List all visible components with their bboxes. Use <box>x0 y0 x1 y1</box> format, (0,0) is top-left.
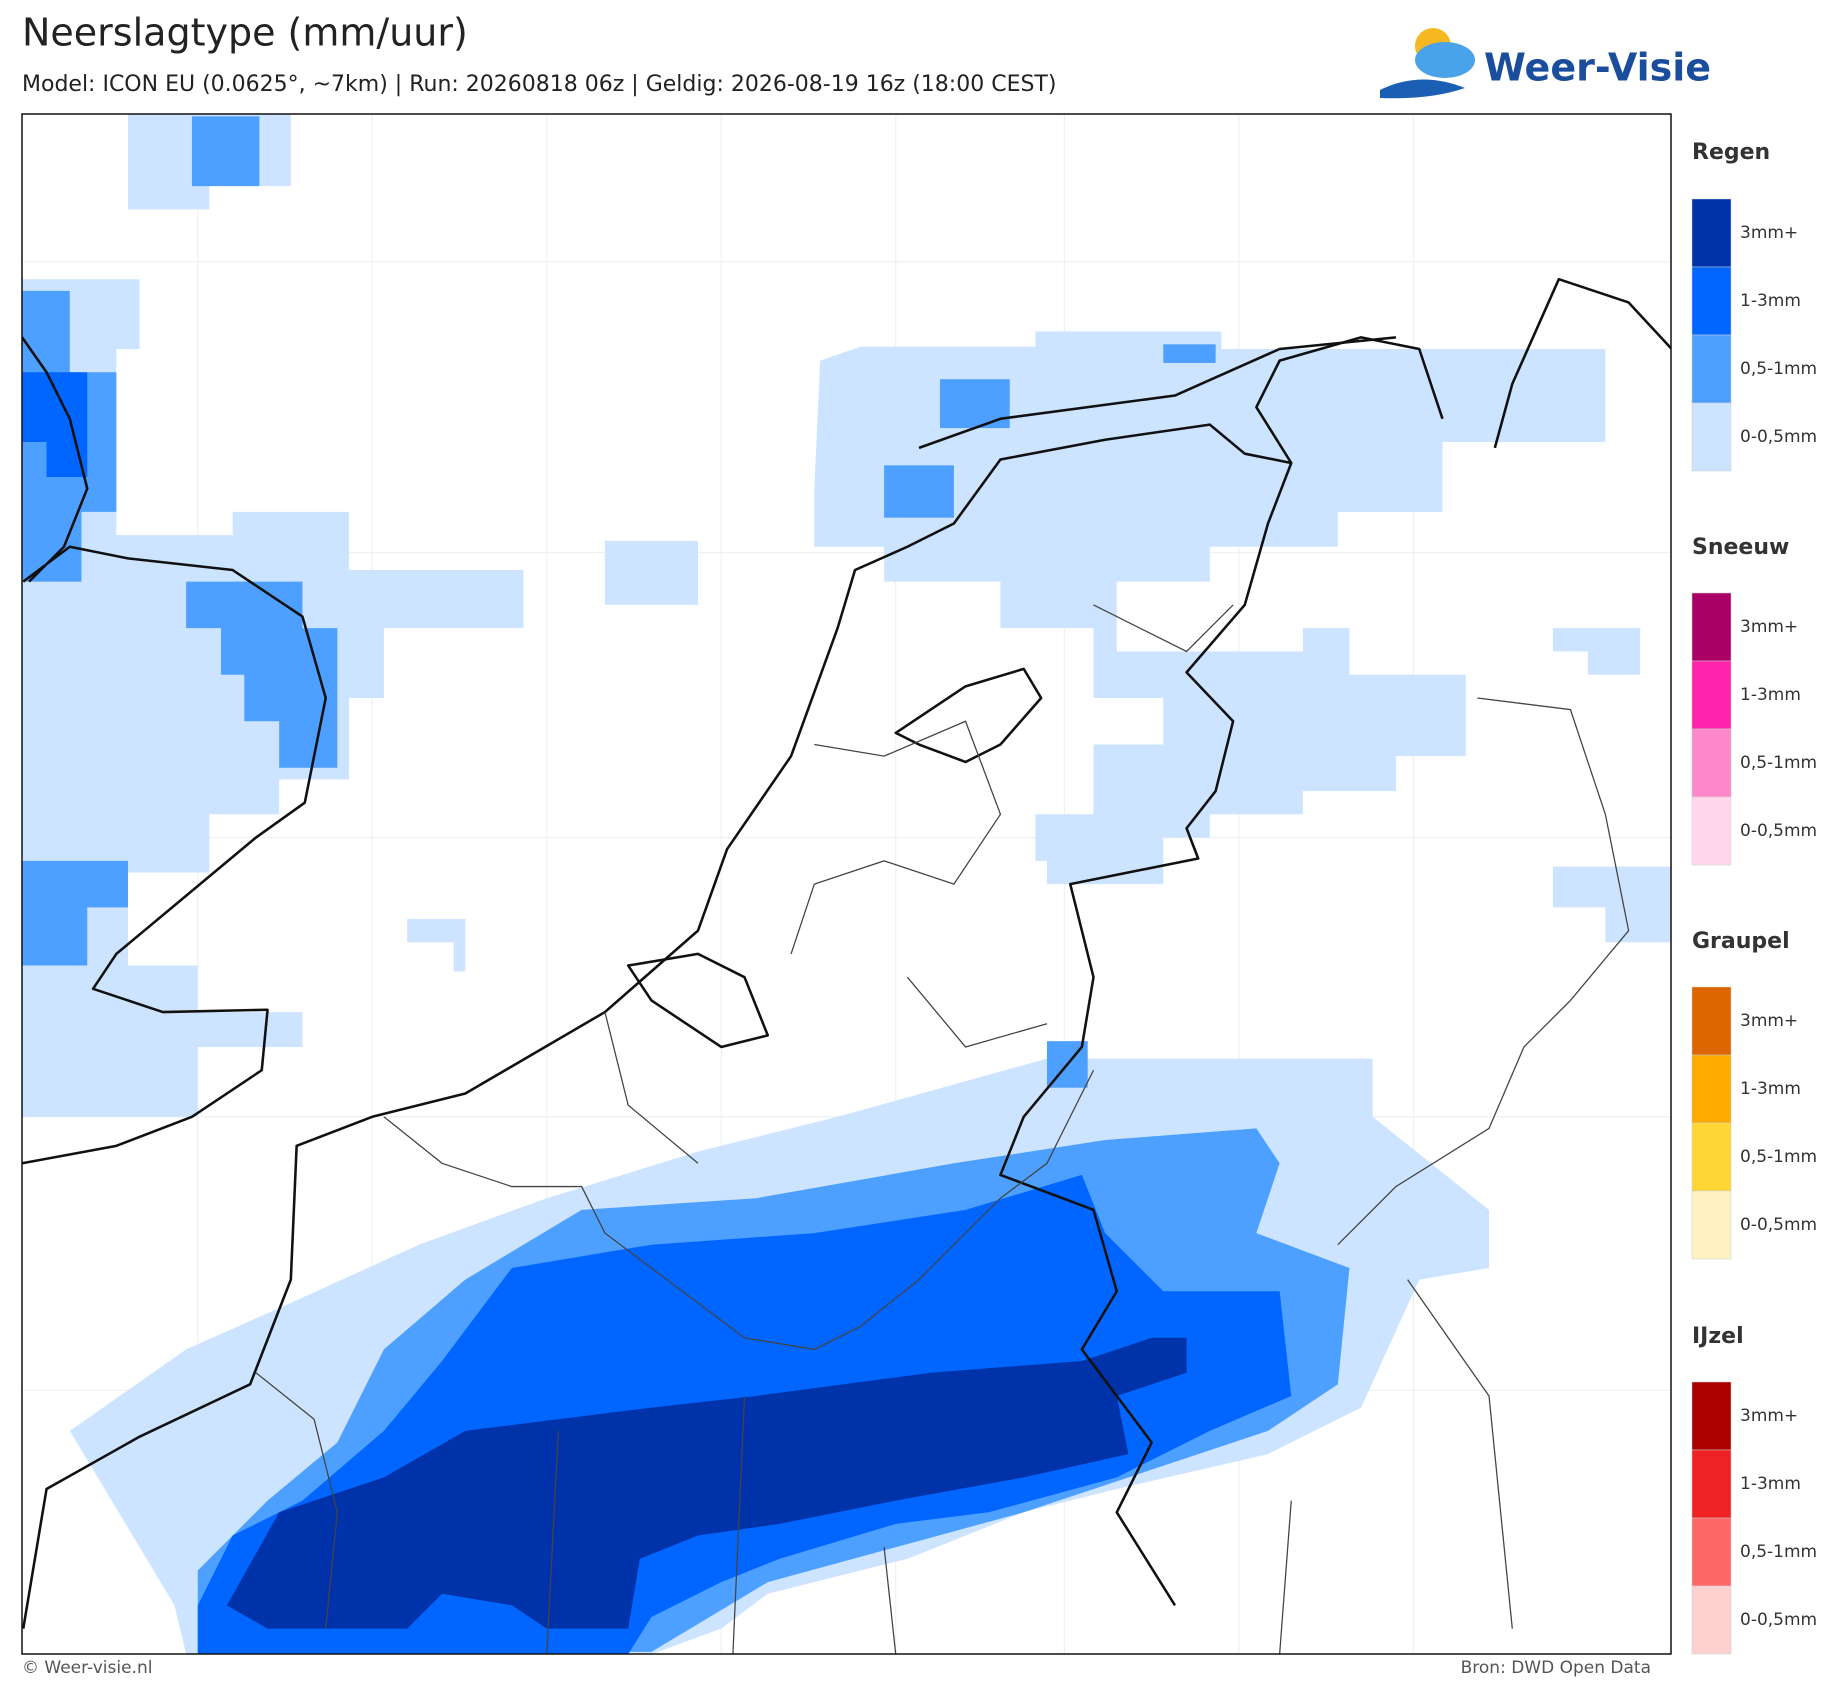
title: Neerslagtype (mm/uur) <box>22 11 468 55</box>
footer-source: Bron: DWD Open Data <box>1461 1658 1651 1678</box>
legend-swatch <box>1691 660 1732 730</box>
legend-label: 3mm+ <box>1740 223 1798 243</box>
legend-swatch <box>1691 402 1732 472</box>
legend-label: 0,5-1mm <box>1740 1147 1817 1167</box>
legend-swatch <box>1691 1054 1732 1124</box>
legend-label: 0-0,5mm <box>1740 427 1817 447</box>
legend-label: 1-3mm <box>1740 685 1801 705</box>
legend-swatch <box>1691 1517 1732 1587</box>
legend-swatch <box>1691 592 1732 662</box>
map <box>22 114 1671 1654</box>
legend-label: 1-3mm <box>1740 1079 1801 1099</box>
legend-group-title: Regen <box>1692 140 1770 165</box>
legend-swatch <box>1691 1190 1732 1260</box>
legend-swatch <box>1691 796 1732 866</box>
legend-swatch <box>1691 1585 1732 1655</box>
subtitle: Model: ICON EU (0.0625°, ~7km) | Run: 20… <box>22 72 1056 97</box>
legend-label: 0-0,5mm <box>1740 1610 1817 1630</box>
legend-swatch <box>1691 728 1732 798</box>
legend-label: 0,5-1mm <box>1740 359 1817 379</box>
precipitation <box>22 114 1671 1654</box>
legend-swatch <box>1691 198 1732 268</box>
legend-label: 0,5-1mm <box>1740 1542 1817 1562</box>
legend-label: 0-0,5mm <box>1740 1215 1817 1235</box>
coastlines <box>22 277 1671 1629</box>
legend-label: 3mm+ <box>1740 617 1798 637</box>
legend-swatch <box>1691 266 1732 336</box>
legend-label: 0-0,5mm <box>1740 821 1817 841</box>
footer-credit: © Weer-visie.nl <box>22 1658 152 1678</box>
map-frame <box>21 113 1672 1655</box>
legend-group-title: Sneeuw <box>1692 535 1789 560</box>
legend-label: 3mm+ <box>1740 1011 1798 1031</box>
borders <box>255 604 1630 1654</box>
legend-swatch <box>1691 1381 1732 1451</box>
legend-label: 3mm+ <box>1740 1406 1798 1426</box>
logo-text: Weer-Visie <box>1484 46 1711 90</box>
legend-swatch <box>1691 986 1732 1056</box>
legend: Regen 3mm+ 1-3mm 0,5-1mm 0-0,5mm Sneeuw 3mm+ 1-… <box>1691 140 1817 1655</box>
legend-label: 0,5-1mm <box>1740 753 1817 773</box>
legend-label: 1-3mm <box>1740 1474 1801 1494</box>
logo: Weer-Visie <box>1380 28 1711 99</box>
legend-swatch <box>1691 1122 1732 1192</box>
legend-swatch <box>1691 1449 1732 1519</box>
legend-label: 1-3mm <box>1740 291 1801 311</box>
legend-group-title: IJzel <box>1692 1324 1744 1349</box>
legend-group-title: Graupel <box>1692 929 1790 954</box>
legend-swatch <box>1691 334 1732 404</box>
